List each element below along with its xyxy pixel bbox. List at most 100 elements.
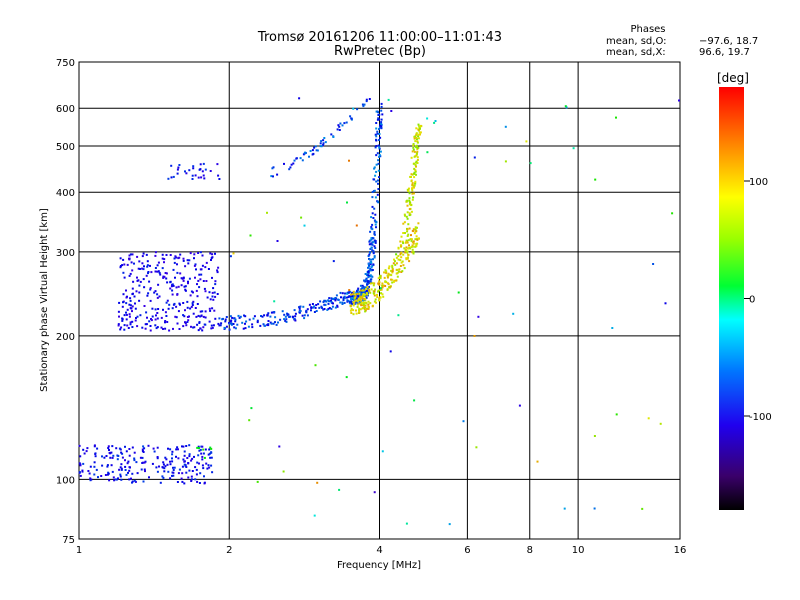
echo-point [360,302,363,304]
echo-point [374,288,377,291]
echo-point [187,319,190,322]
echo-point [298,97,301,100]
echo-point [354,295,357,298]
echo-point [172,327,174,330]
echo-point [373,166,376,169]
echo-point [148,320,151,323]
echo-point [367,281,370,284]
echo-point [149,325,152,327]
echo-point [392,280,395,283]
echo-point [412,240,415,243]
echo-point [156,317,159,320]
echo-point [183,285,186,288]
echo-point [362,307,364,310]
echo-point [342,297,345,300]
echo-point [82,462,85,465]
echo-point [407,256,409,259]
echo-point [169,281,172,284]
echo-point [381,284,384,287]
echo-point [119,328,122,331]
echo-point [409,175,412,178]
echo-point [141,255,144,258]
echo-point [154,251,157,254]
echo-point [225,325,228,328]
echo-point [359,297,362,299]
echo-point [388,273,391,276]
echo-point [411,182,414,185]
echo-point [188,469,191,472]
echo-point [536,460,539,463]
echo-point [192,326,195,329]
echo-point [190,478,193,481]
echo-point [401,240,404,243]
echo-point [615,413,618,416]
echo-point [174,255,177,258]
echo-point [382,295,385,298]
echo-point [108,479,111,482]
echo-point [201,458,204,461]
echo-point [133,295,136,298]
echo-point [156,270,159,273]
echo-point [244,327,247,330]
echo-point [146,294,149,297]
echo-point [211,471,214,474]
echo-point [354,299,357,302]
echo-point [593,435,596,437]
echo-point [380,109,383,112]
echo-point [389,285,392,288]
echo-point [295,157,298,160]
echo-point [381,293,384,296]
echo-point [261,315,264,318]
echo-point [205,261,208,264]
echo-point [109,456,112,459]
echo-point [172,469,175,471]
echo-point [290,163,293,166]
echo-point [371,304,374,307]
echo-point [120,451,123,454]
echo-point [194,466,197,469]
echo-point [303,317,306,320]
echo-point [414,180,417,183]
echo-point [154,267,157,269]
echo-point [166,321,169,323]
echo-point [372,258,374,261]
echo-point [195,289,198,292]
echo-point [238,316,241,319]
echo-point [415,230,418,233]
echo-point [220,322,223,325]
echo-point [115,447,118,450]
echo-point [368,98,371,100]
echo-point [285,318,288,321]
echo-point [163,275,166,278]
echo-point [358,290,361,293]
echo-point [200,176,203,179]
echo-point [218,178,221,180]
echo-point [342,299,345,302]
echo-point [256,319,259,322]
echo-point [293,309,296,312]
echo-point [572,147,575,150]
echo-point [393,279,396,282]
echo-point [364,298,367,301]
echo-point [473,156,476,159]
echo-point [210,324,213,327]
echo-point [301,159,304,162]
echo-point [378,118,381,121]
echo-point [416,238,419,241]
echo-point [93,473,96,476]
echo-point [358,310,361,313]
echo-point [190,325,192,328]
echo-point [198,449,201,452]
echo-point [181,277,184,280]
x-tick-label: 10 [572,545,585,556]
echo-point [263,314,266,317]
echo-point [375,139,378,142]
echo-point [346,299,349,302]
echo-point [276,173,279,176]
echo-point [457,291,460,294]
echo-point [204,168,207,171]
echo-point [315,310,318,312]
echo-point [334,297,337,299]
echo-point [175,286,178,289]
echo-point [407,189,410,192]
